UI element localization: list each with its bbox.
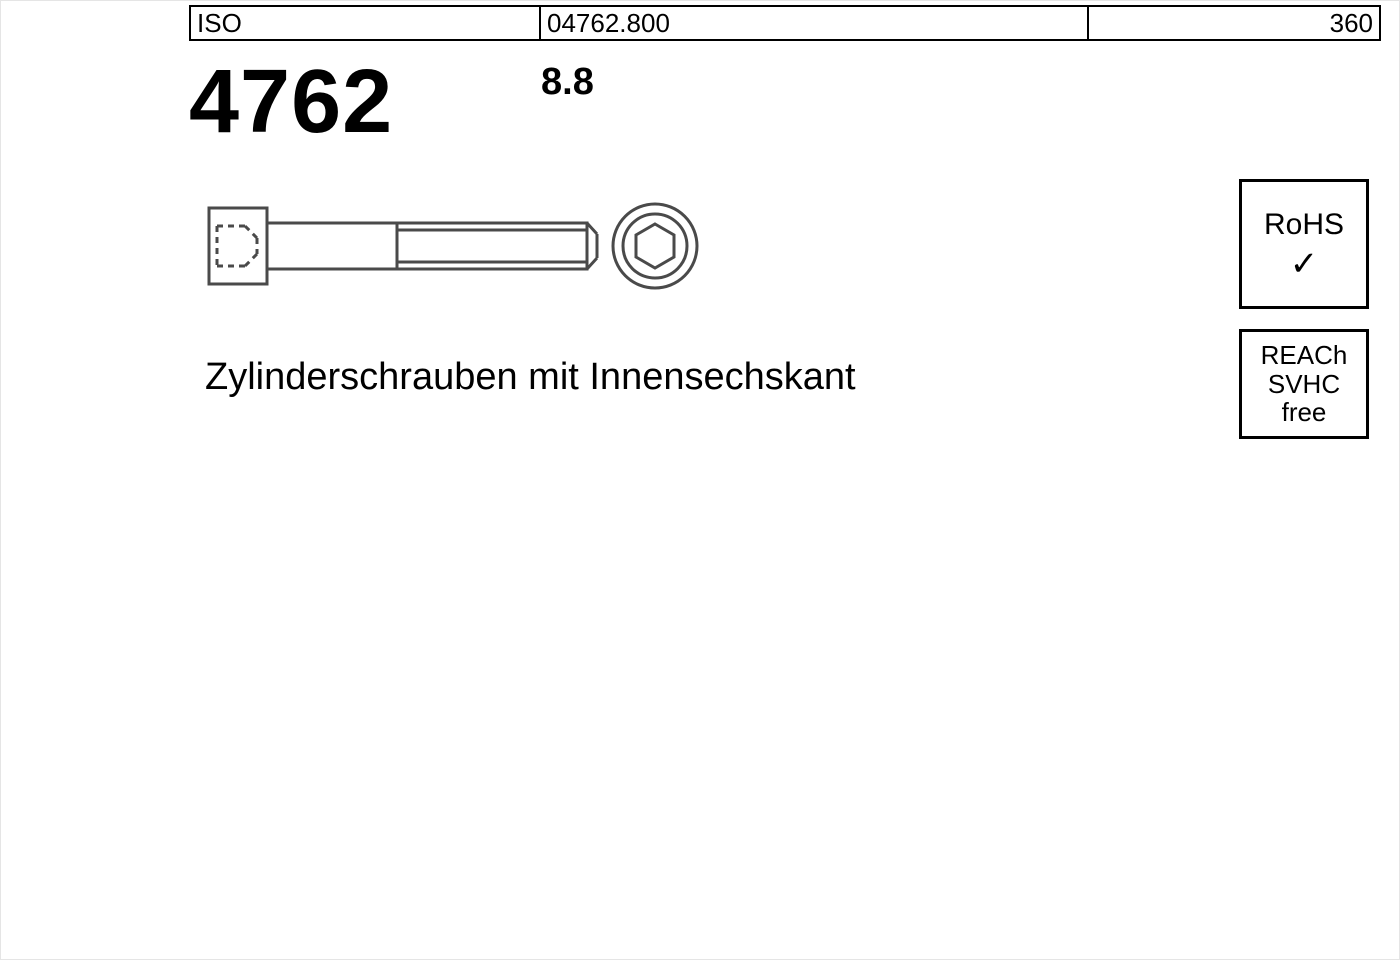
header-row: ISO 04762.800 360 (189, 5, 1381, 41)
check-icon: ✓ (1290, 247, 1319, 281)
main-row: 4762 (189, 51, 393, 154)
reach-badge: REACh SVHC free (1239, 329, 1369, 439)
reach-line1: REACh (1261, 341, 1348, 370)
rohs-label: RoHS (1264, 208, 1344, 241)
iso-number: 4762 (189, 51, 393, 154)
header-qty-cell: 360 (1087, 5, 1381, 41)
reach-line2: SVHC (1268, 370, 1340, 399)
header-code-cell: 04762.800 (539, 5, 1087, 41)
header-standard-cell: ISO (189, 5, 539, 41)
product-label-page: ISO 04762.800 360 4762 8.8 (0, 0, 1400, 960)
rohs-badge: RoHS ✓ (1239, 179, 1369, 309)
strength-grade: 8.8 (541, 61, 594, 104)
product-description: Zylinderschrauben mit Innensechskant (205, 356, 856, 399)
header-standard: ISO (197, 8, 242, 39)
header-code: 04762.800 (547, 8, 670, 39)
header-qty: 360 (1330, 8, 1373, 39)
bolt-diagram (205, 196, 705, 296)
bolt-svg (205, 196, 705, 296)
reach-line3: free (1282, 398, 1327, 427)
